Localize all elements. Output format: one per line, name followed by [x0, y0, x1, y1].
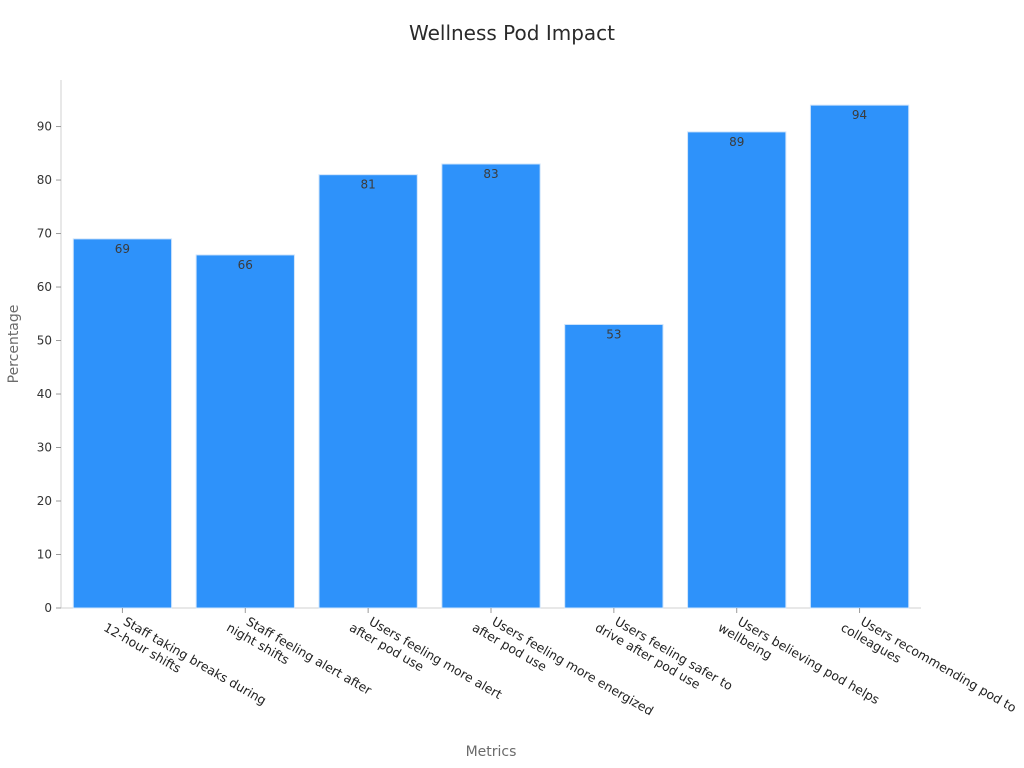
data-label: 53 [606, 327, 621, 341]
data-label: 69 [115, 242, 130, 256]
y-tick-label: 70 [37, 227, 52, 241]
y-tick-label: 0 [44, 601, 52, 615]
data-label: 81 [361, 178, 376, 192]
y-tick-label: 20 [37, 494, 52, 508]
x-axis-label: Metrics [466, 744, 517, 760]
y-tick-label: 50 [37, 334, 52, 348]
bar [687, 131, 787, 609]
x-tick-label: Users recommending pod tocolleagues [838, 607, 1019, 729]
bar [72, 238, 173, 609]
bar [195, 254, 295, 609]
data-label: 89 [729, 135, 744, 149]
y-tick-label: 30 [37, 441, 52, 455]
y-tick-label: 90 [37, 120, 52, 134]
data-label: 94 [852, 108, 867, 122]
x-tick-labels: Staff taking breaks during12-hour shifts… [101, 607, 1019, 729]
y-ticks: 0 10 20 30 40 50 60 70 80 90 [37, 120, 61, 615]
data-label: 66 [238, 258, 253, 272]
svg-text:Users believing pod helpswellb: Users believing pod helpswellbeing [716, 607, 883, 720]
svg-text:Users recommending pod tocolle: Users recommending pod tocolleagues [838, 607, 1019, 729]
svg-text:Staff taking breaks during12-h: Staff taking breaks during12-hour shifts [101, 607, 269, 721]
data-label: 83 [483, 167, 498, 181]
x-tick-label: Users believing pod helpswellbeing [716, 607, 883, 720]
y-tick-label: 80 [37, 173, 52, 187]
bar [318, 174, 418, 609]
bar [564, 323, 664, 609]
bar [441, 163, 541, 609]
y-tick-label: 60 [37, 280, 52, 294]
x-tick-label: Staff taking breaks during12-hour shifts [101, 607, 269, 721]
y-axis-label: Percentage [6, 305, 22, 384]
bar [809, 104, 910, 609]
chart-title: Wellness Pod Impact [409, 21, 615, 45]
bars: 69 66 81 83 53 89 94 [72, 104, 910, 609]
y-tick-label: 10 [37, 548, 52, 562]
y-tick-label: 40 [37, 387, 52, 401]
